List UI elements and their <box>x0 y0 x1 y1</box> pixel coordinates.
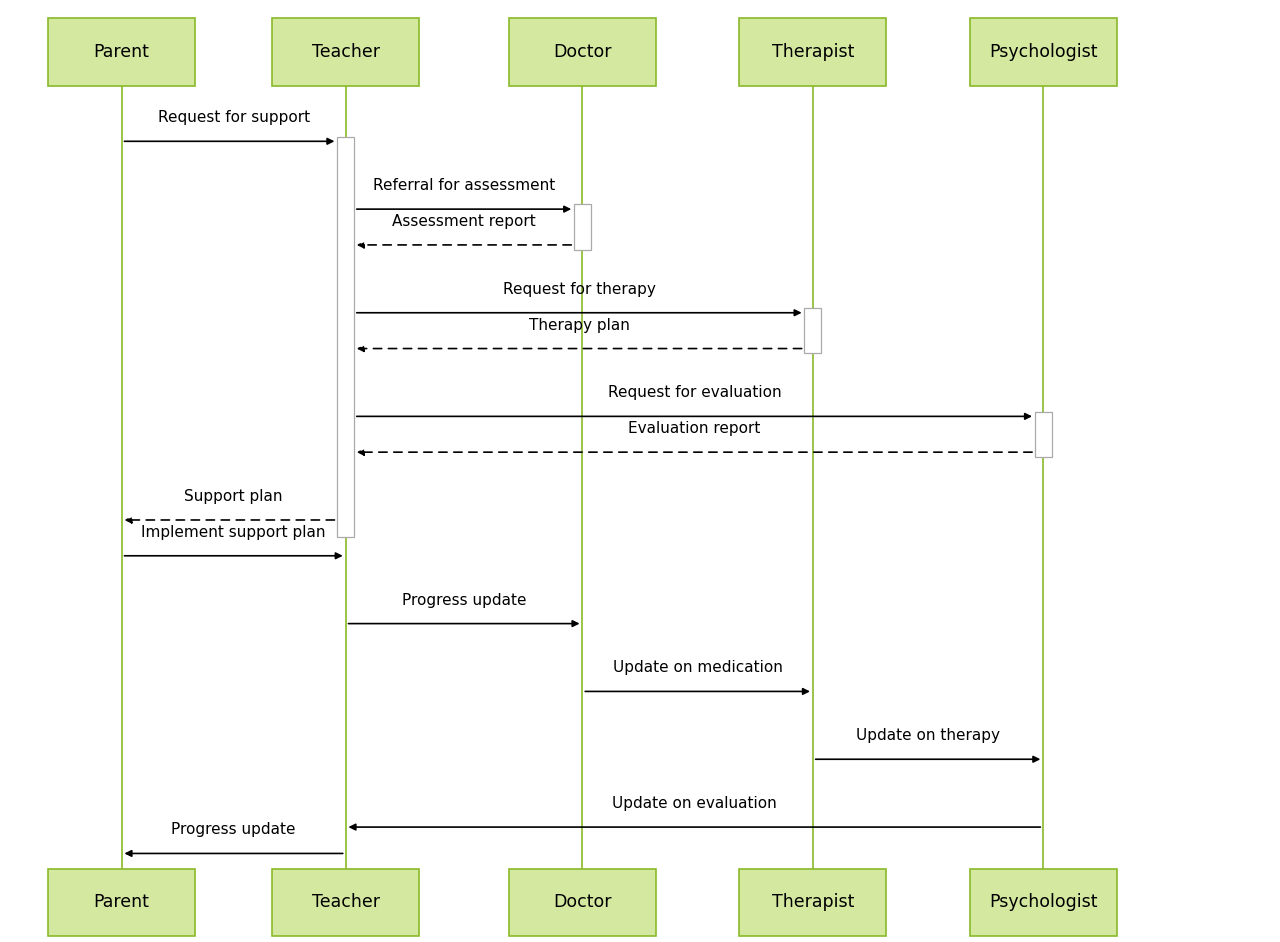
FancyBboxPatch shape <box>49 18 195 86</box>
Text: Teacher: Teacher <box>311 893 380 912</box>
Text: Request for evaluation: Request for evaluation <box>608 385 781 400</box>
FancyBboxPatch shape <box>49 869 195 936</box>
FancyBboxPatch shape <box>273 18 420 86</box>
Text: Therapist: Therapist <box>772 893 854 912</box>
Text: Request for therapy: Request for therapy <box>503 282 655 297</box>
Text: Assessment report: Assessment report <box>392 214 536 229</box>
Text: Progress update: Progress update <box>402 593 526 608</box>
Text: Update on evaluation: Update on evaluation <box>612 796 777 811</box>
Text: Update on therapy: Update on therapy <box>856 728 1000 743</box>
Text: Therapist: Therapist <box>772 42 854 61</box>
FancyBboxPatch shape <box>273 869 420 936</box>
Text: Psychologist: Psychologist <box>989 42 1097 61</box>
Text: Doctor: Doctor <box>553 893 612 912</box>
FancyBboxPatch shape <box>509 18 657 86</box>
Bar <box>338 137 355 537</box>
Bar <box>805 308 822 353</box>
Bar <box>1036 412 1052 457</box>
Text: Support plan: Support plan <box>184 489 283 504</box>
Text: Teacher: Teacher <box>311 42 380 61</box>
Text: Implement support plan: Implement support plan <box>141 525 326 540</box>
Text: Request for support: Request for support <box>157 110 310 125</box>
Text: Therapy plan: Therapy plan <box>529 317 630 333</box>
FancyBboxPatch shape <box>509 869 657 936</box>
FancyBboxPatch shape <box>740 869 886 936</box>
Text: Referral for assessment: Referral for assessment <box>372 178 556 193</box>
Text: Psychologist: Psychologist <box>989 893 1097 912</box>
FancyBboxPatch shape <box>970 18 1116 86</box>
Text: Parent: Parent <box>93 42 150 61</box>
FancyBboxPatch shape <box>970 869 1116 936</box>
Text: Evaluation report: Evaluation report <box>628 421 760 436</box>
Text: Progress update: Progress update <box>172 822 296 837</box>
Text: Doctor: Doctor <box>553 42 612 61</box>
FancyBboxPatch shape <box>740 18 886 86</box>
Text: Parent: Parent <box>93 893 150 912</box>
Text: Update on medication: Update on medication <box>613 660 782 675</box>
Bar <box>575 204 591 250</box>
